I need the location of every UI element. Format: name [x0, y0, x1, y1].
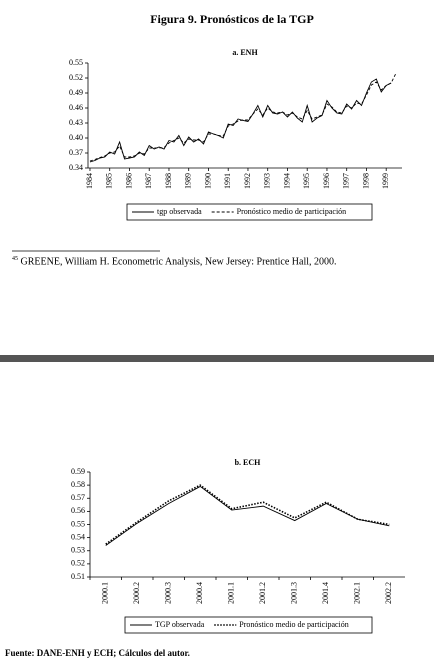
- y-tick-label: 0.43: [69, 118, 83, 127]
- y-tick-label: 0.55: [69, 58, 83, 67]
- y-tick-label: 0.57: [71, 493, 85, 502]
- legend-box: [124, 616, 373, 634]
- x-tick-label: 2002.2: [384, 582, 393, 604]
- legend-label: Pronóstico medio de participación: [237, 207, 347, 216]
- page-separator: [0, 355, 434, 362]
- y-tick-label: 0.59: [71, 467, 85, 476]
- y-tick-label: 0.58: [71, 480, 85, 489]
- x-tick-label: 1996: [322, 173, 331, 189]
- footnote-text: GREENE, William H. Econometric Analysis,…: [20, 256, 337, 268]
- series-line: [89, 78, 392, 163]
- x-tick-label: 1999: [381, 173, 390, 189]
- x-tick-label: 2000.3: [164, 582, 173, 604]
- legend-label: Pronóstico medio de participación: [239, 620, 349, 629]
- x-tick-label: 1988: [164, 173, 173, 189]
- x-tick-label: 1993: [263, 173, 272, 189]
- x-tick-label: 2002.1: [353, 582, 362, 604]
- series-line: [89, 72, 397, 162]
- y-tick-label: 0.37: [69, 148, 83, 157]
- footnote-number: 45: [12, 256, 18, 262]
- x-tick-label: 1986: [124, 173, 133, 189]
- y-tick-label: 0.54: [71, 532, 85, 541]
- x-tick-label: 2001.2: [258, 582, 267, 604]
- x-tick-label: 2000.2: [132, 582, 141, 604]
- x-tick-label: 1984: [85, 173, 94, 189]
- series-line: [105, 484, 390, 545]
- y-tick-label: 0.40: [69, 133, 83, 142]
- x-tick-label: 2000.4: [195, 582, 204, 604]
- series-line: [105, 485, 390, 546]
- y-tick-label: 0.51: [71, 572, 85, 581]
- x-tick-label: 1987: [144, 173, 153, 189]
- x-tick-label: 1994: [282, 173, 291, 189]
- x-tick-label: 1991: [223, 173, 232, 189]
- x-tick-label: 1995: [302, 173, 311, 189]
- y-tick-label: 0.46: [69, 103, 83, 112]
- x-tick-label: 2000.1: [101, 582, 110, 604]
- legend-label: TGP observada: [155, 620, 205, 629]
- legend-box: [126, 203, 373, 221]
- x-tick-label: 1990: [203, 173, 212, 189]
- x-tick-label: 1989: [184, 173, 193, 189]
- chart-title: b. ECH: [235, 458, 262, 467]
- y-tick-label: 0.56: [71, 506, 85, 515]
- x-tick-label: 1985: [105, 173, 114, 189]
- y-tick-label: 0.53: [71, 546, 85, 555]
- y-tick-label: 0.34: [69, 163, 83, 172]
- x-tick-label: 2001.4: [321, 582, 330, 604]
- x-tick-label: 2001.1: [227, 582, 236, 604]
- footnote: 45 GREENE, William H. Econometric Analys…: [12, 256, 337, 267]
- figure-title: Figura 9. Pronósticos de la TGP: [150, 12, 314, 26]
- legend-label: tgp observada: [157, 207, 202, 216]
- chart-title: a. ENH: [232, 48, 258, 57]
- y-tick-label: 0.55: [71, 519, 85, 528]
- y-tick-label: 0.52: [71, 559, 85, 568]
- x-tick-label: 1997: [342, 173, 351, 189]
- source: Fuente: DANE-ENH y ECH; Cálculos del aut…: [5, 648, 190, 658]
- x-tick-label: 1992: [243, 173, 252, 189]
- y-tick-label: 0.49: [69, 88, 83, 97]
- x-tick-label: 2001.3: [290, 582, 299, 604]
- x-tick-label: 1998: [361, 173, 370, 189]
- y-tick-label: 0.52: [69, 73, 83, 82]
